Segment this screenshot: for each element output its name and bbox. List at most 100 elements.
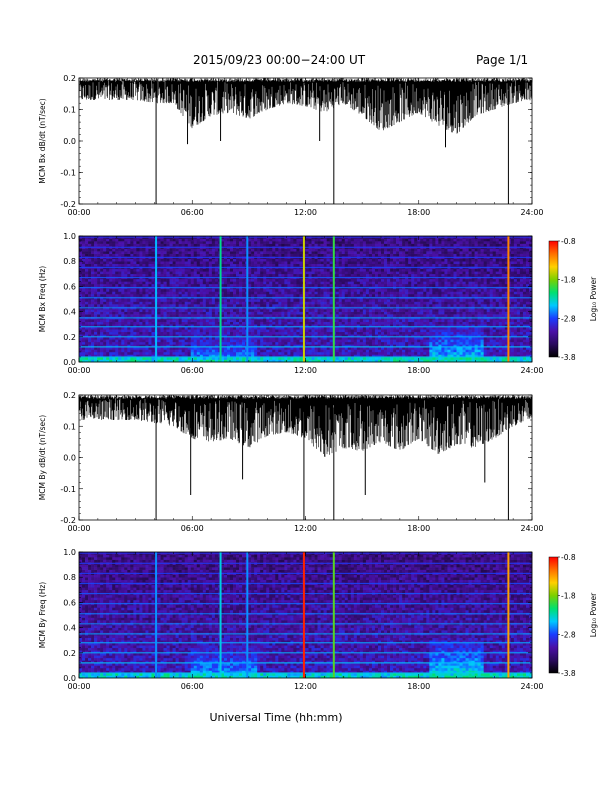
heat-cell (326, 238, 330, 242)
heat-cell (290, 329, 294, 333)
heat-cell (251, 351, 255, 355)
heat-cell (211, 251, 216, 254)
heat-cell (296, 291, 300, 295)
heat-cell (350, 324, 355, 328)
heat-cell (308, 304, 312, 307)
heat-cell (320, 349, 324, 353)
heat-cell (326, 241, 330, 244)
heat-cell (94, 326, 98, 330)
heat-cell (239, 268, 243, 272)
heat-cell (103, 299, 107, 302)
heat-cell (121, 339, 125, 343)
heat-cell (314, 283, 318, 287)
heat-cell (311, 261, 315, 265)
heat-cell (269, 251, 273, 254)
heat-cell (88, 258, 92, 262)
heat-cell (169, 261, 173, 265)
heat-cell (109, 349, 113, 353)
heat-cell (211, 339, 216, 343)
heat-cell (127, 349, 131, 353)
heat-cell (130, 346, 134, 350)
heat-cell (178, 258, 182, 262)
heat-cell (157, 356, 161, 360)
heat-cell (317, 339, 321, 343)
heat-cell (254, 278, 258, 282)
heat-cell (220, 336, 225, 340)
heat-cell (326, 243, 330, 247)
heat-cell (118, 253, 122, 257)
heat-cell (145, 314, 149, 317)
heat-cell (239, 251, 243, 254)
heat-cell (251, 314, 255, 317)
heat-cell (130, 268, 134, 272)
heat-cell (103, 326, 107, 330)
heat-cell (85, 344, 89, 348)
heat-cell (314, 261, 318, 265)
heat-cell (341, 299, 346, 302)
heat-cell (269, 304, 273, 307)
heat-cell (260, 354, 264, 358)
heat-cell (136, 354, 140, 358)
heat-cell (220, 248, 225, 252)
heat-cell (205, 341, 210, 345)
heat-cell (263, 351, 267, 355)
heat-cell (269, 273, 273, 277)
heat-cell (133, 271, 137, 275)
heat-cell (257, 341, 261, 345)
heat-cell (202, 253, 207, 257)
heat-cell (202, 273, 207, 277)
heat-cell (172, 359, 176, 363)
heat-cell (326, 311, 330, 315)
heat-cell (157, 251, 161, 254)
heat-cell (311, 283, 315, 287)
heat-cell (97, 299, 101, 302)
heat-cell (266, 293, 270, 297)
heat-cell (88, 331, 92, 335)
heat-cell (254, 243, 258, 247)
heat-cell (263, 344, 267, 348)
heat-cell (145, 334, 149, 338)
heat-cell (214, 253, 219, 257)
heat-cell (278, 241, 282, 244)
heat-cell (239, 258, 243, 262)
heat-cell (187, 321, 192, 325)
heat-cell (281, 339, 285, 343)
heat-cell (239, 261, 243, 265)
heat-cell (106, 331, 110, 335)
heat-cell (163, 356, 167, 360)
heat-cell (359, 319, 364, 322)
heat-cell (112, 273, 116, 277)
heat-cell (248, 339, 252, 343)
heat-cell (139, 241, 143, 244)
heat-cell (160, 273, 164, 277)
heat-cell (106, 339, 110, 343)
heat-cell (124, 263, 128, 267)
heat-cell (335, 238, 340, 242)
heat-cell (311, 253, 315, 257)
heat-cell (79, 251, 83, 254)
heat-cell (281, 354, 285, 358)
heat-cell (208, 344, 213, 348)
heat-cell (275, 349, 279, 353)
heat-cell (320, 281, 324, 285)
heat-cell (299, 326, 303, 330)
heat-cell (226, 309, 231, 312)
heat-cell (100, 273, 104, 277)
heat-cell (275, 321, 279, 325)
heat-cell (344, 349, 349, 353)
heat-cell (94, 261, 98, 265)
heat-cell (157, 321, 161, 325)
heat-cell (347, 359, 352, 363)
heat-cell (236, 288, 240, 292)
heat-cell (305, 293, 309, 297)
heat-cell (233, 268, 237, 272)
heat-cell (214, 281, 219, 285)
heat-cell (226, 311, 231, 315)
heat-cell (151, 314, 155, 317)
heat-cell (296, 281, 300, 285)
heat-cell (341, 346, 346, 350)
heat-cell (248, 356, 252, 360)
heat-cell (136, 321, 140, 325)
heat-cell (112, 263, 116, 267)
heat-cell (329, 314, 333, 317)
